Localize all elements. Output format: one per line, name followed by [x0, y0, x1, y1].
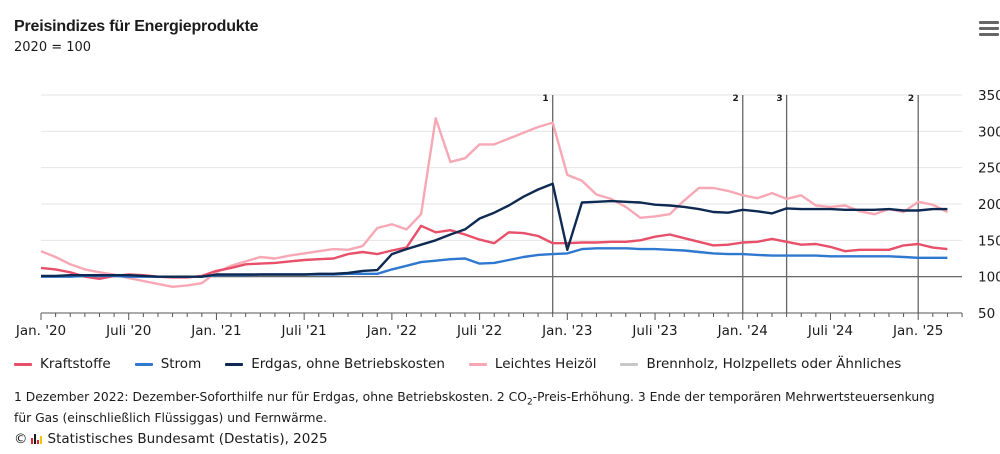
- source-credit: © Statistisches Bundesamt (Destatis), 20…: [14, 431, 328, 447]
- annotation-lines: 1 2 3 2: [542, 94, 919, 313]
- legend-line-icon: [134, 362, 153, 366]
- legend-item[interactable]: Leichtes Heizöl: [468, 356, 597, 372]
- legend-item[interactable]: Kraftstoffe: [14, 356, 111, 372]
- legend-line-icon: [14, 362, 32, 366]
- y-tick-label: 250: [978, 161, 1000, 177]
- legend-item[interactable]: Strom: [134, 356, 202, 372]
- destatis-logo-icon: [30, 434, 43, 444]
- chart-subtitle: 2020 = 100: [14, 40, 92, 55]
- footnote-text-1: 1 Dezember 2022: Dezember-Soforthilfe nu…: [14, 390, 527, 404]
- y-tick-label: 50: [978, 306, 995, 322]
- legend-label: Erdgas, ohne Betriebskosten: [251, 356, 445, 372]
- y-tick-label: 150: [978, 233, 1000, 249]
- x-tick-label: Jan. '24: [717, 323, 768, 339]
- footnote-text-2: -Preis-Erhöhung. 3 Ende der temporären M…: [14, 390, 935, 426]
- copyright-symbol: ©: [14, 431, 28, 447]
- legend-label: Strom: [160, 356, 202, 372]
- legend: Kraftstoffe Strom Erdgas, ohne Betriebskos…: [14, 356, 925, 372]
- x-tick-label: Juli '22: [456, 323, 502, 339]
- annotation-label: 1: [542, 94, 548, 104]
- annotation-label: 2: [732, 94, 738, 104]
- series-line-erdgas-ohne-betriebskosten: [41, 182, 948, 278]
- credit-text: Statistisches Bundesamt (Destatis), 2025: [47, 431, 328, 447]
- footnote-subscript: 2: [526, 397, 533, 408]
- y-tick-label: 100: [978, 270, 1000, 286]
- grid-lines: [41, 94, 962, 278]
- legend-line-icon: [468, 362, 487, 366]
- x-tick-label: Jan. '23: [541, 323, 592, 339]
- annotation-label: 2: [908, 94, 914, 104]
- series-line-strom: [41, 247, 948, 278]
- series-lines: [40, 117, 948, 288]
- x-tick-label: Jan. '21: [190, 323, 241, 339]
- x-tick-label: Juli '23: [631, 323, 677, 339]
- hamburger-menu-icon[interactable]: [979, 21, 999, 37]
- chart-title: Preisindizes für Energieprodukte: [14, 18, 259, 35]
- legend-item[interactable]: Erdgas, ohne Betriebskosten: [225, 356, 445, 372]
- legend-item[interactable]: Brennholz, Holzpellets oder Ähnliches: [620, 356, 901, 372]
- x-tick-label: Jan. '22: [366, 323, 417, 339]
- series-line-kraftstoffe: [40, 224, 948, 280]
- y-tick-label: 200: [978, 197, 1000, 213]
- x-tick-label: Jan. '20: [15, 323, 66, 339]
- legend-label: Kraftstoffe: [40, 356, 111, 372]
- y-tick-label: 300: [978, 124, 1000, 140]
- y-tick-label: 350: [978, 88, 1000, 104]
- x-tick-label: Juli '21: [281, 323, 327, 339]
- x-tick-label: Juli '24: [807, 323, 853, 339]
- annotation-label: 3: [776, 94, 782, 104]
- x-axis: Jan. '20 Juli '20 Jan. '21 Juli '21 Jan. '22…: [15, 312, 963, 339]
- footnote: 1 Dezember 2022: Dezember-Soforthilfe nu…: [14, 389, 954, 426]
- legend-label: Leichtes Heizöl: [494, 356, 597, 372]
- legend-line-icon: [620, 362, 639, 366]
- x-tick-label: Juli '20: [105, 323, 151, 339]
- x-tick-label: Jan. '25: [892, 323, 943, 339]
- legend-line-icon: [225, 362, 244, 366]
- series-line-leichtes-heizöl: [40, 117, 948, 288]
- y-axis: 50 100 150 200 250 300 350: [978, 88, 1000, 322]
- legend-label: Brennholz, Holzpellets oder Ähnliches: [646, 356, 902, 372]
